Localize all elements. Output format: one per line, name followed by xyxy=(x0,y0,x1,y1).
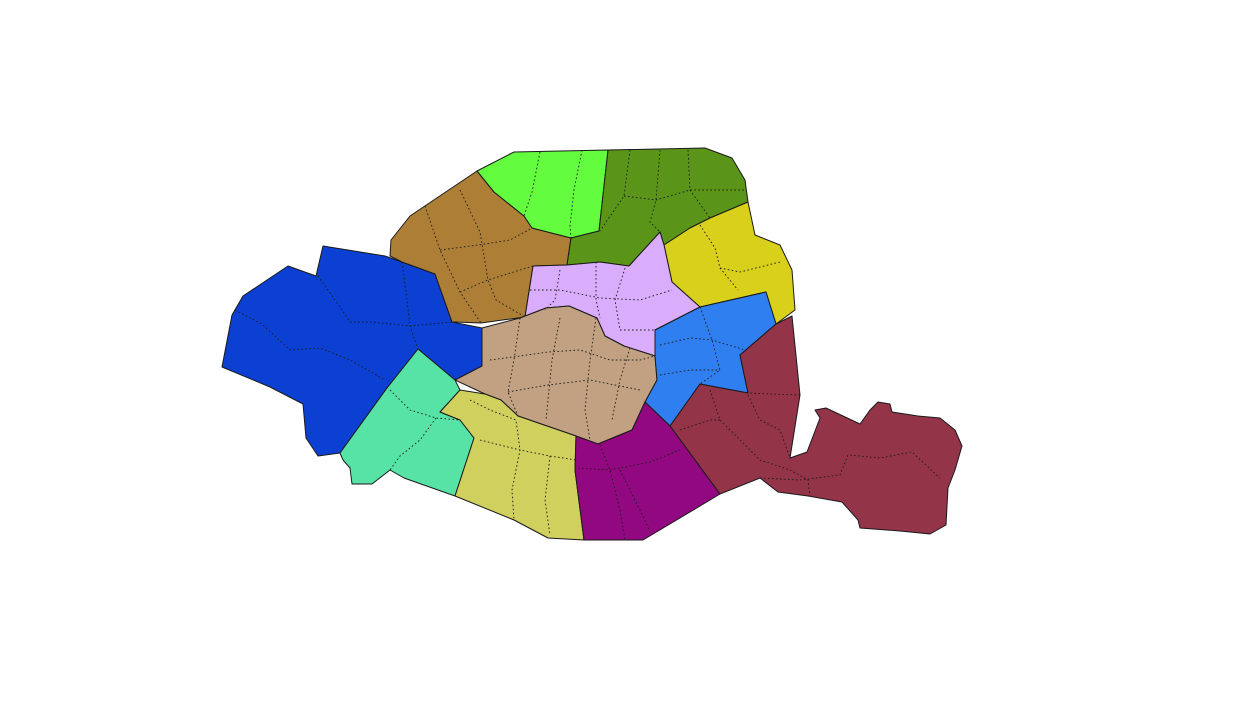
region-east[interactable] xyxy=(669,315,963,535)
region-southeast[interactable] xyxy=(574,401,721,541)
subdivision-lines xyxy=(234,149,941,541)
region-south[interactable] xyxy=(439,389,585,541)
